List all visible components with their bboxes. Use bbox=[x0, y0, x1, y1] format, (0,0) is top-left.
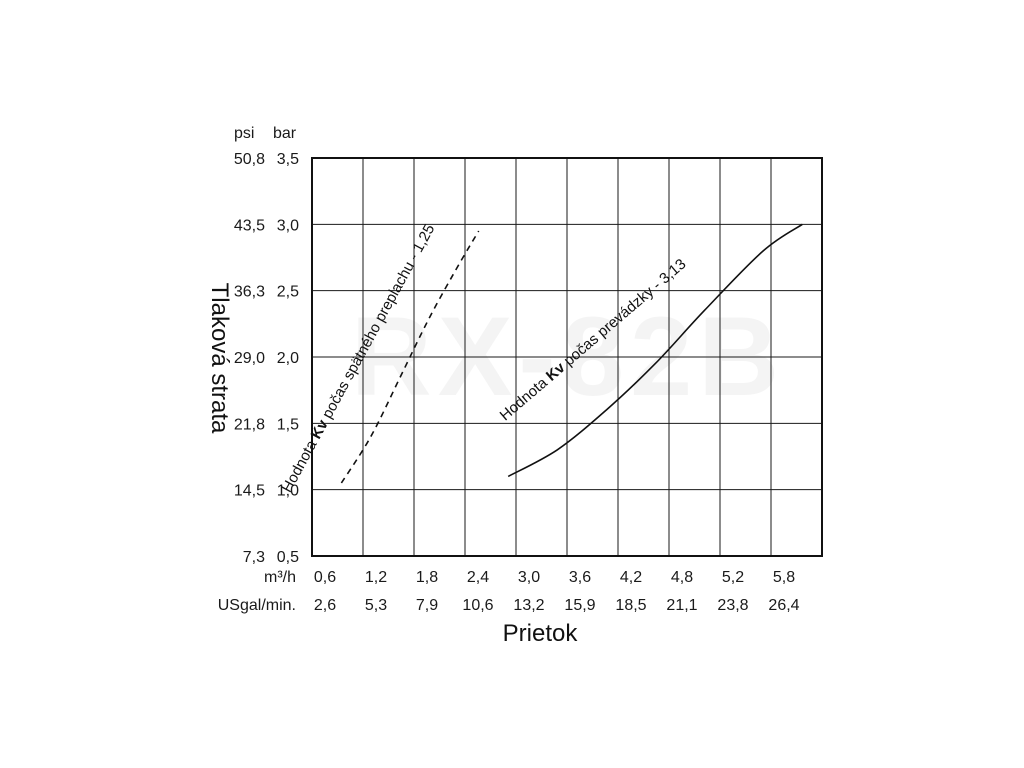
x-tick-label-m3h: 3,0 bbox=[518, 569, 540, 586]
y-unit-bar: bar bbox=[273, 125, 297, 142]
x-tick-label-usgal: 7,9 bbox=[416, 597, 438, 614]
grid bbox=[312, 158, 822, 556]
x-tick-label-m3h: 0,6 bbox=[314, 569, 336, 586]
x-tick-label-usgal: 13,2 bbox=[513, 597, 544, 614]
x-tick-label-m3h: 4,2 bbox=[620, 569, 642, 586]
x-tick-label-m3h: 5,8 bbox=[773, 569, 795, 586]
y-tick-label-bar: 0,5 bbox=[277, 549, 299, 566]
tick-labels: 0,5 7,3 1,0 14,5 1,5 21,8 2,0 29,0 2,5 36,3 3,0 43,… bbox=[234, 151, 800, 614]
x-tick-label-m3h: 5,2 bbox=[722, 569, 744, 586]
x-tick-label-usgal: 2,6 bbox=[314, 597, 336, 614]
y-tick-label-psi: 43,5 bbox=[234, 217, 265, 234]
x-tick-label-m3h: 1,2 bbox=[365, 569, 387, 586]
y-tick-label-bar: 1,0 bbox=[277, 483, 299, 500]
y-tick-label-bar: 1,5 bbox=[277, 416, 299, 433]
y-tick-label-bar: 3,5 bbox=[277, 151, 299, 168]
plot-border bbox=[311, 157, 823, 557]
y-tick-label-psi: 29,0 bbox=[234, 350, 265, 367]
x-tick-label-m3h: 2,4 bbox=[467, 569, 489, 586]
x-tick-label-usgal: 26,4 bbox=[768, 597, 799, 614]
x-tick-label-usgal: 18,5 bbox=[615, 597, 646, 614]
x-tick-label-usgal: 15,9 bbox=[564, 597, 595, 614]
y-tick-label-psi: 36,3 bbox=[234, 284, 265, 301]
x-tick-label-usgal: 23,8 bbox=[717, 597, 748, 614]
x-tick-label-m3h: 3,6 bbox=[569, 569, 591, 586]
x-unit-usgal: USgal/min. bbox=[218, 597, 296, 614]
y-axis-title: Tlaková strata bbox=[206, 283, 233, 434]
x-unit-m3h: m³/h bbox=[264, 569, 296, 586]
x-tick-label-usgal: 10,6 bbox=[462, 597, 493, 614]
y-tick-label-bar: 2,0 bbox=[277, 350, 299, 367]
x-tick-label-m3h: 4,8 bbox=[671, 569, 693, 586]
plot-frame bbox=[311, 157, 823, 557]
x-tick-label-m3h: 1,8 bbox=[416, 569, 438, 586]
y-tick-label-psi: 50,8 bbox=[234, 151, 265, 168]
y-tick-label-psi: 21,8 bbox=[234, 416, 265, 433]
y-tick-label-bar: 3,0 bbox=[277, 217, 299, 234]
operation-curve bbox=[507, 223, 803, 478]
x-tick-label-usgal: 21,1 bbox=[666, 597, 697, 614]
x-axis-title: Prietok bbox=[503, 620, 579, 647]
y-unit-psi: psi bbox=[234, 125, 254, 142]
y-tick-label-psi: 14,5 bbox=[234, 483, 265, 500]
y-tick-label-bar: 2,5 bbox=[277, 284, 299, 301]
y-tick-label-psi: 7,3 bbox=[243, 549, 265, 566]
x-tick-label-usgal: 5,3 bbox=[365, 597, 387, 614]
